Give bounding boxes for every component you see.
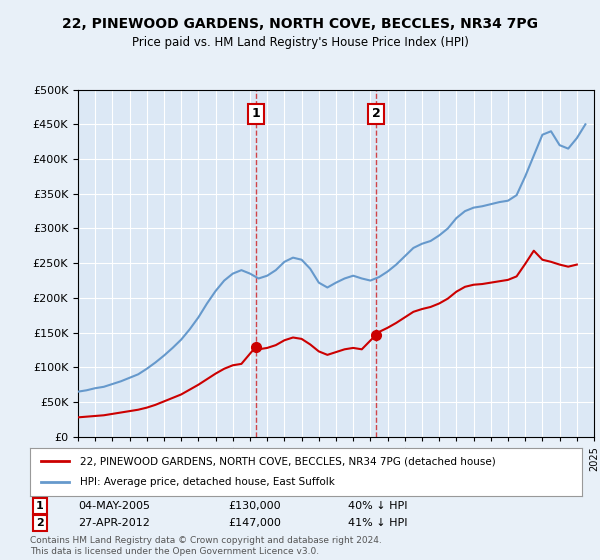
Text: 04-MAY-2005: 04-MAY-2005 <box>78 501 150 511</box>
Text: 2: 2 <box>372 108 380 120</box>
Text: 40% ↓ HPI: 40% ↓ HPI <box>348 501 407 511</box>
Text: HPI: Average price, detached house, East Suffolk: HPI: Average price, detached house, East… <box>80 477 335 487</box>
Text: 2: 2 <box>36 518 44 528</box>
Text: 22, PINEWOOD GARDENS, NORTH COVE, BECCLES, NR34 7PG (detached house): 22, PINEWOOD GARDENS, NORTH COVE, BECCLE… <box>80 456 496 466</box>
Text: £147,000: £147,000 <box>228 518 281 528</box>
Text: 1: 1 <box>36 501 44 511</box>
Text: Contains HM Land Registry data © Crown copyright and database right 2024.
This d: Contains HM Land Registry data © Crown c… <box>30 536 382 556</box>
Text: 1: 1 <box>251 108 260 120</box>
Text: 22, PINEWOOD GARDENS, NORTH COVE, BECCLES, NR34 7PG: 22, PINEWOOD GARDENS, NORTH COVE, BECCLE… <box>62 17 538 31</box>
Text: £130,000: £130,000 <box>228 501 281 511</box>
Text: 27-APR-2012: 27-APR-2012 <box>78 518 150 528</box>
Text: Price paid vs. HM Land Registry's House Price Index (HPI): Price paid vs. HM Land Registry's House … <box>131 36 469 49</box>
Text: 41% ↓ HPI: 41% ↓ HPI <box>348 518 407 528</box>
